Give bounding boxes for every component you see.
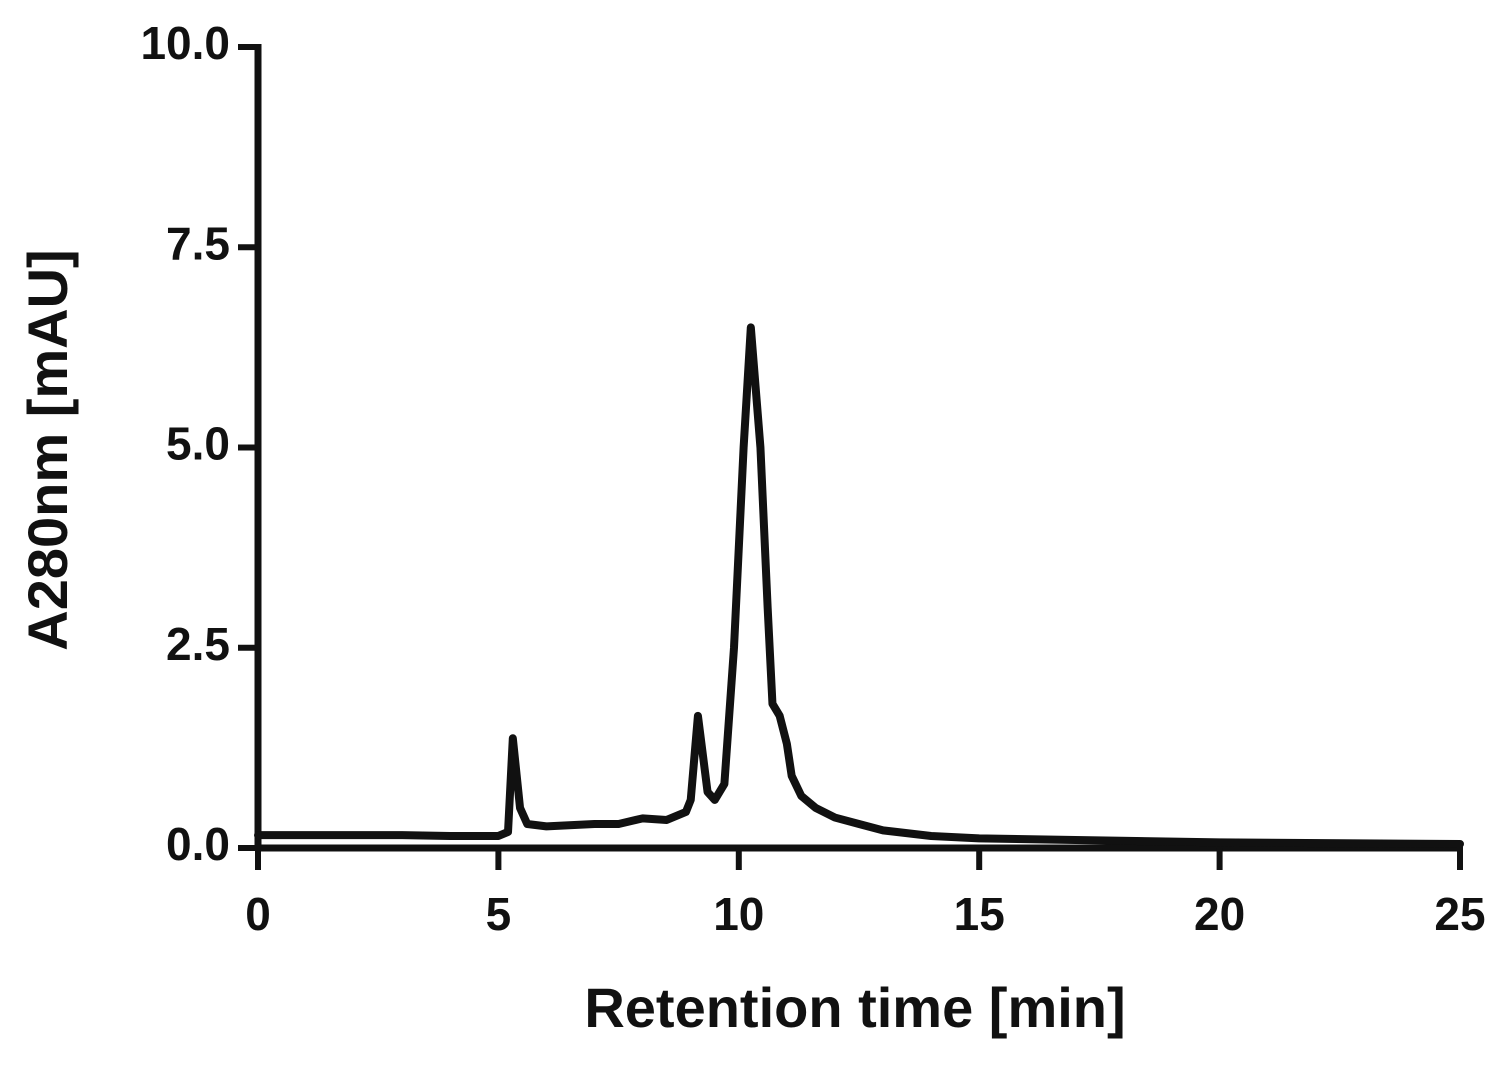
y-tick-label: 2.5 [166, 618, 230, 670]
x-tick-label: 10 [713, 888, 764, 940]
y-axis-title: A280nm [mAU] [16, 249, 79, 650]
line [254, 323, 1464, 848]
y-tick-label: 0.0 [166, 818, 230, 870]
x-tick-label: 20 [1194, 888, 1245, 940]
y-tick-label: 7.5 [166, 217, 230, 269]
x-tick-label: 25 [1434, 888, 1485, 940]
x-axis-title: Retention time [min] [584, 976, 1125, 1039]
x-tick-label: 15 [954, 888, 1005, 940]
y-tick-label: 10.0 [140, 17, 230, 69]
y-tick-label: 5.0 [166, 418, 230, 470]
x-tick-label: 0 [245, 888, 271, 940]
x-tick-label: 5 [486, 888, 512, 940]
